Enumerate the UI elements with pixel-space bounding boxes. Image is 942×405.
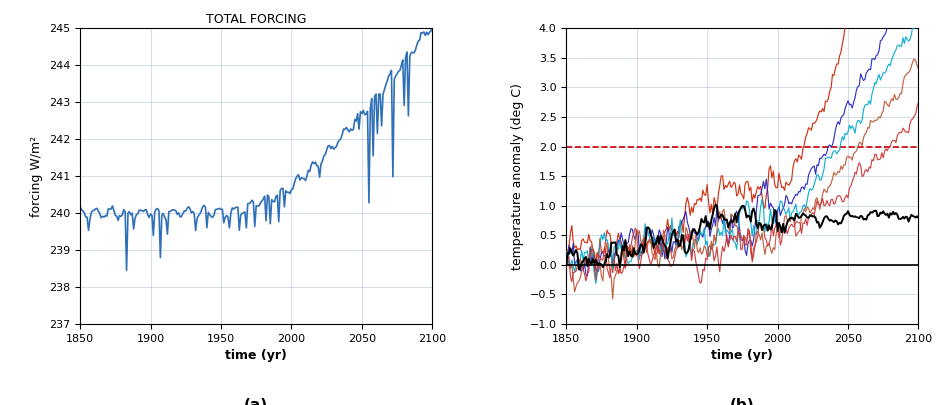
Y-axis label: forcing W/m²: forcing W/m² xyxy=(30,136,43,217)
Title: TOTAL FORCING: TOTAL FORCING xyxy=(206,13,306,26)
Text: (b): (b) xyxy=(730,398,755,405)
Text: (a): (a) xyxy=(244,398,268,405)
X-axis label: time (yr): time (yr) xyxy=(711,349,773,362)
Y-axis label: temperature anomaly (deg C): temperature anomaly (deg C) xyxy=(511,83,524,270)
X-axis label: time (yr): time (yr) xyxy=(225,349,287,362)
